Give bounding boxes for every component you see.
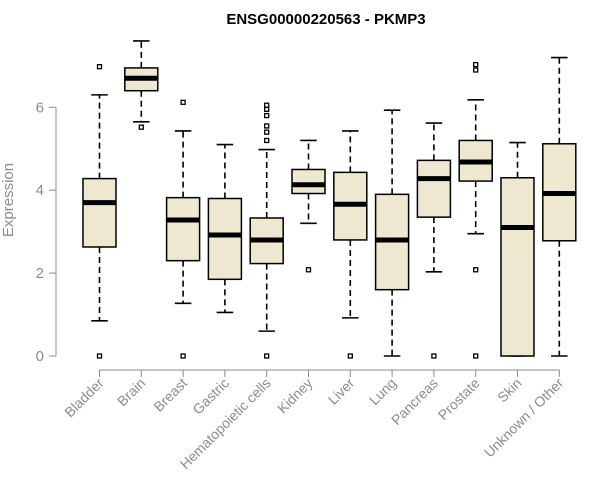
outlier-point [264,112,270,119]
chart-title: ENSG00000220563 - PKMP3 [226,11,425,28]
box-pancreas [416,122,452,359]
box-lung [374,109,410,357]
outlier-point [264,129,270,135]
outlier-point [264,123,270,129]
outlier-point [264,106,270,113]
outlier-point [305,267,312,273]
x-tick-label: Unknown / Other [481,375,567,461]
boxes-group [82,40,577,359]
iqr-box [165,196,201,262]
x-tick-label: Brain [114,375,148,409]
outlier-point [264,137,270,144]
outlier-point [473,67,479,73]
box-hematopoietic-cells [249,102,284,359]
y-tick-label: 4 [36,182,44,199]
x-tick-label: Prostate [435,375,483,423]
outlier-point [347,353,353,359]
iqr-box [416,159,452,218]
x-tick-label: Bladder [61,375,107,421]
outlier-point [473,353,479,359]
iqr-box [500,177,535,357]
box-kidney [291,139,326,273]
outlier-point [96,353,103,359]
box-gastric [207,143,243,314]
y-tick-label: 2 [36,265,44,282]
y-axis: 0 2 4 6 [36,99,57,365]
x-tick-label: Liver [325,375,358,408]
box-prostate [458,61,493,359]
outlier-point [96,64,103,70]
outlier-point [473,267,479,273]
box-skin [500,141,535,357]
iqr-box [291,168,326,195]
outlier-point [138,124,144,130]
iqr-box [82,177,117,248]
box-brain [124,40,159,130]
outlier-point [431,353,437,359]
y-tick-label: 0 [36,348,44,365]
outlier-point [264,353,270,359]
y-axis-label: Expression [0,163,17,237]
outlier-point [180,99,186,105]
x-tick-label: Skin [494,375,525,406]
box-breast [165,99,201,359]
outlier-point [264,102,270,108]
box-liver [333,130,368,359]
x-tick-label: Breast [150,375,190,415]
box-unknown-other [542,56,577,357]
x-tick-label: Kidney [274,375,316,417]
outlier-point [473,61,479,68]
y-tick-label: 6 [36,99,44,116]
box-bladder [82,64,117,359]
iqr-box [207,197,243,281]
x-tick-label: Lung [366,375,399,408]
outlier-point [180,353,186,359]
